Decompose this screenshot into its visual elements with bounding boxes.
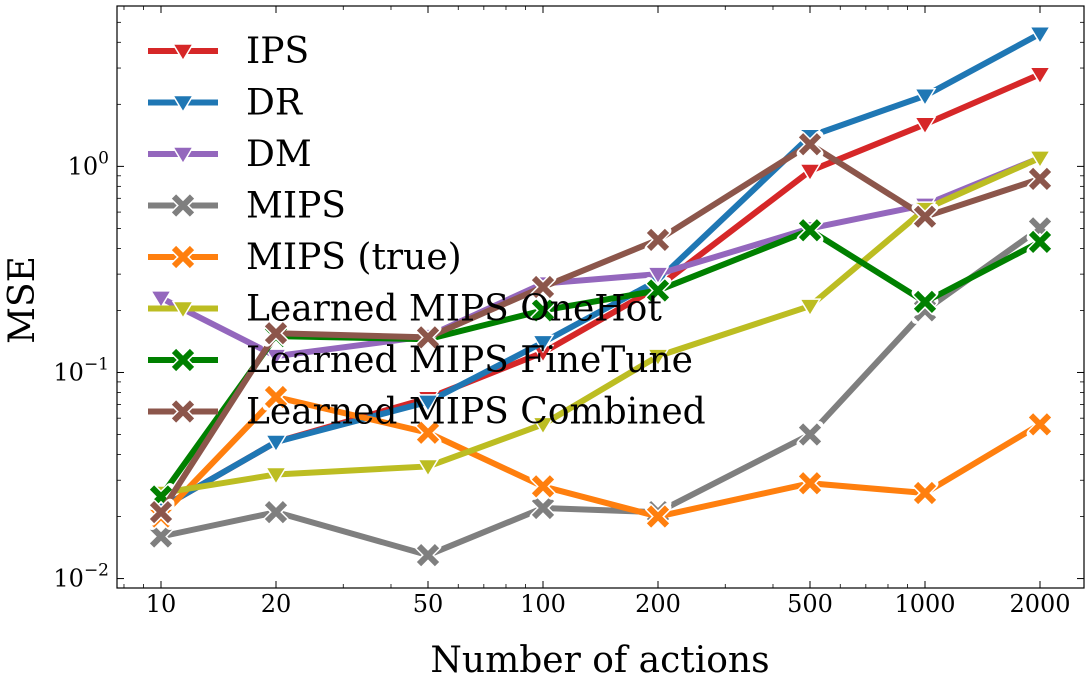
data-point (911, 288, 939, 316)
legend-label: MIPS (246, 186, 346, 227)
series-line (160, 225, 1042, 559)
data-point (529, 472, 557, 500)
legend-entry: MIPS (148, 186, 346, 227)
data-point (531, 416, 555, 436)
x-tick-label: 50 (413, 590, 444, 618)
data-point (416, 394, 440, 413)
legend-entry: Learned MIPS Combined (148, 392, 706, 433)
x-axis-title: Number of actions (430, 640, 769, 681)
data-point (644, 276, 672, 304)
y-axis-title: MSE (2, 256, 43, 344)
data-point (414, 541, 442, 569)
legend-marker (169, 398, 197, 425)
series-line (160, 155, 1042, 497)
data-point (1026, 410, 1054, 438)
legend-marker (169, 192, 197, 219)
data-point (147, 523, 175, 551)
data-point (911, 479, 939, 507)
legend-entry: MIPS (true) (148, 237, 462, 278)
legend-marker (171, 43, 195, 62)
data-point (264, 434, 288, 453)
data-point (529, 494, 557, 522)
legend-entry: DR (148, 83, 303, 124)
x-tick-label: 20 (261, 590, 292, 618)
data-point (529, 296, 557, 324)
data-point (1026, 165, 1054, 193)
series-layer (147, 26, 1054, 569)
legend-label: MIPS (true) (246, 237, 462, 278)
data-point (798, 163, 822, 182)
data-point (1028, 26, 1052, 45)
data-point (646, 348, 670, 368)
legend-marker (169, 346, 197, 374)
y-tick-label: 10−2 (53, 561, 109, 593)
data-point (644, 503, 672, 531)
data-point (798, 298, 822, 318)
data-point (414, 323, 442, 351)
data-point (911, 203, 939, 231)
data-point (531, 334, 555, 354)
data-point (913, 88, 937, 107)
legend-label: DM (246, 134, 312, 175)
axes-layer: 10 20 50 100 200 500 1000 2000 10−2 10−1 100 (53, 5, 1085, 618)
series-line (158, 394, 1042, 520)
data-point (264, 348, 288, 368)
legend-entry: Learned MIPS FineTune (148, 340, 693, 381)
series-line (158, 141, 1041, 514)
data-point (416, 458, 440, 478)
data-point (149, 290, 173, 309)
legend-label: DR (246, 83, 303, 124)
x-tick-label: 2000 (1009, 590, 1070, 618)
y-tick-label: 100 (68, 148, 109, 180)
data-point (796, 216, 824, 244)
legend-marker (171, 146, 195, 165)
data-point (1028, 150, 1052, 169)
series-line (159, 155, 1042, 360)
data-point (1028, 66, 1052, 86)
data-point (796, 130, 824, 158)
data-point (913, 116, 937, 136)
data-point (796, 469, 824, 497)
legend-marker (171, 300, 195, 320)
data-point (262, 319, 290, 347)
data-point (264, 466, 288, 486)
legend-marker (169, 243, 197, 271)
data-point (414, 419, 442, 447)
legend-label: Learned MIPS FineTune (246, 340, 693, 381)
x-tick-label: 200 (635, 590, 681, 618)
legend-label: Learned MIPS OneHot (246, 289, 662, 330)
legend: IPS DR DM MIPS MIPS (true) Learned MIPS OneHo… (148, 31, 706, 433)
x-tick-label: 1000 (894, 590, 955, 618)
legend-entry: Learned MIPS OneHot (148, 289, 662, 330)
data-point (262, 383, 290, 411)
data-point (262, 498, 290, 526)
data-point (796, 421, 824, 449)
data-point (529, 273, 557, 301)
series-line (159, 31, 1042, 511)
data-point (646, 266, 670, 286)
x-tick-label: 500 (787, 590, 833, 618)
data-point (644, 226, 672, 254)
legend-entry: DM (148, 134, 312, 175)
x-tick-label: 10 (146, 590, 177, 618)
y-tick-label: 10−1 (53, 354, 109, 386)
plot-frame (116, 5, 1085, 589)
x-tick-label: 100 (520, 590, 566, 618)
legend-entry: IPS (148, 31, 309, 72)
legend-label: Learned MIPS Combined (246, 392, 706, 433)
data-point (1026, 228, 1054, 256)
data-point (147, 498, 175, 526)
legend-marker (171, 94, 195, 114)
series-learned-mips-combined (147, 130, 1054, 526)
legend-label: IPS (246, 31, 309, 72)
